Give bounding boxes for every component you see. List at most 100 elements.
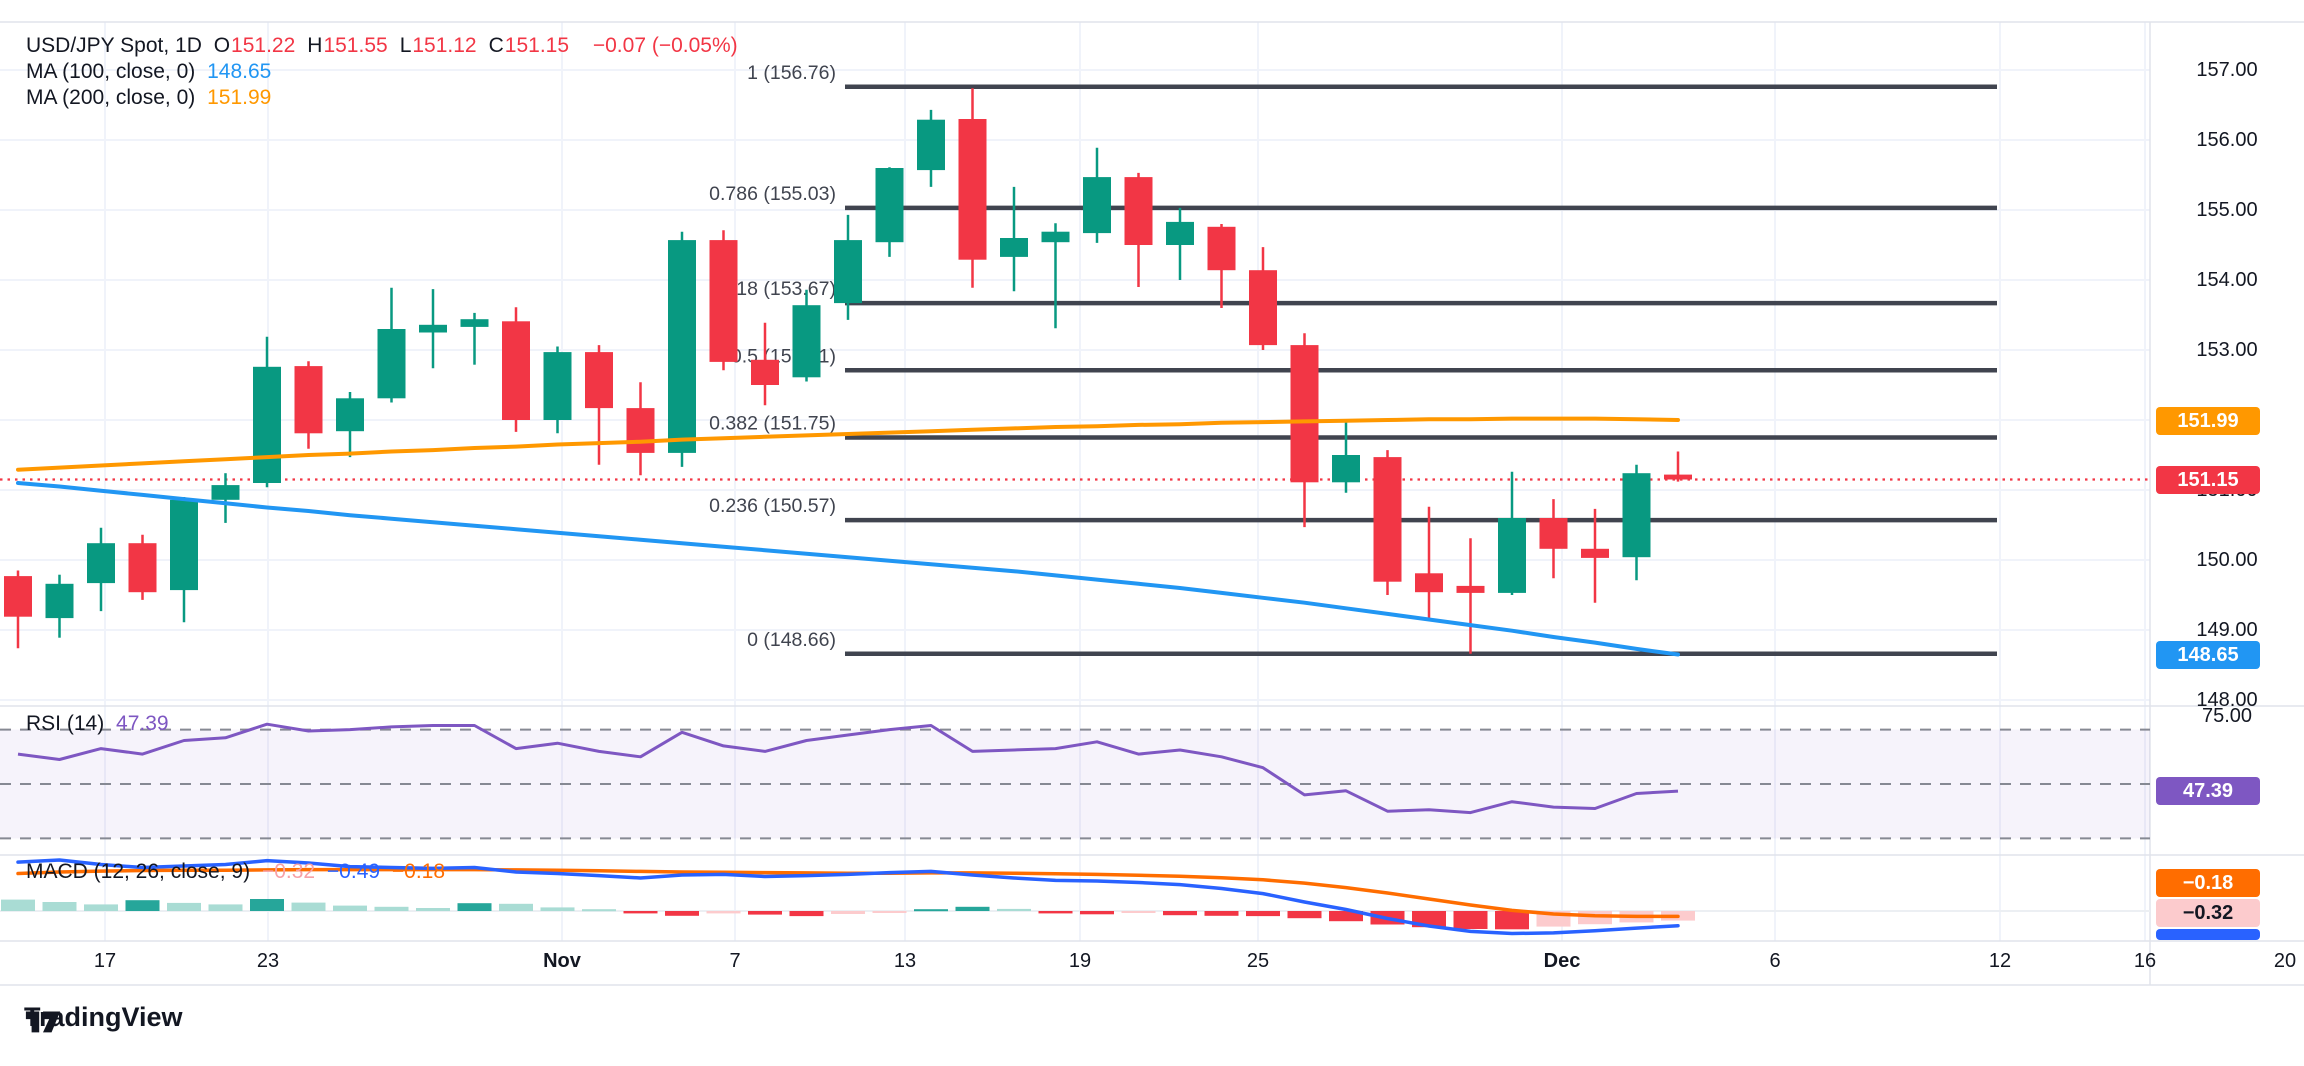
macd-hist-bar[interactable] (1, 899, 35, 911)
time-axis-label[interactable]: 7 (729, 950, 741, 972)
macd-legend[interactable]: MACD (12, 26, close, 9) −0.32 −0.49 −0.1… (26, 860, 451, 884)
candle[interactable] (585, 345, 613, 465)
candle[interactable] (1166, 207, 1194, 280)
candle[interactable] (460, 312, 489, 365)
macd-hist-bar[interactable] (457, 903, 492, 911)
macd-hist-bar[interactable] (1038, 911, 1073, 914)
candle[interactable] (4, 570, 32, 649)
time-axis-label[interactable]: 17 (93, 950, 117, 972)
candle[interactable] (1539, 499, 1568, 579)
macd-line[interactable] (16, 858, 1680, 936)
candle[interactable] (211, 473, 240, 523)
macd-hist-bar[interactable] (1246, 911, 1280, 917)
time-axis-label[interactable]: 20 (2273, 950, 2297, 972)
macd-hist-bar[interactable] (623, 911, 658, 914)
ma200-badge[interactable]: 151.99 (2156, 406, 2260, 435)
macd-hist-bar[interactable] (1495, 911, 1529, 930)
macd-hist-bar[interactable] (208, 904, 243, 911)
macd-hist-bar[interactable] (1204, 911, 1239, 916)
time-axis-label[interactable]: Dec (1543, 950, 1581, 972)
macd-hist-bar[interactable] (84, 904, 118, 911)
macd-hist-bar[interactable] (748, 911, 782, 915)
candle[interactable] (1000, 186, 1028, 292)
candle[interactable] (1456, 538, 1485, 654)
candle[interactable] (1207, 224, 1236, 308)
time-axis-label[interactable]: 16 (2133, 950, 2157, 972)
macd-hist-bar[interactable] (1080, 911, 1114, 915)
macd-hist-bar[interactable] (997, 908, 1031, 911)
candle[interactable] (1249, 247, 1277, 350)
time-axis-label[interactable]: 25 (1246, 950, 1270, 972)
candle[interactable] (1124, 172, 1153, 287)
candle[interactable] (128, 534, 157, 600)
rsi-badge[interactable]: 47.39 (2156, 777, 2260, 806)
candle[interactable] (1083, 147, 1111, 243)
time-axis-label[interactable]: 13 (893, 950, 917, 972)
candle[interactable] (1415, 506, 1443, 621)
candle[interactable] (875, 167, 904, 257)
macd-hist-bar[interactable] (914, 909, 948, 912)
candle[interactable] (1373, 450, 1402, 595)
macd-hist-bar[interactable] (167, 902, 201, 911)
candle[interactable] (543, 346, 572, 434)
ma200-line[interactable] (16, 416, 1680, 472)
macd-hist-bar[interactable] (789, 911, 824, 917)
candle[interactable] (45, 574, 74, 638)
macd-sliver-badge[interactable] (2156, 929, 2260, 940)
macd-hist-bar[interactable] (42, 902, 77, 911)
candle[interactable] (1664, 451, 1692, 482)
ma100-legend[interactable]: MA (100, close, 0) 148.65 (26, 60, 277, 84)
macd-hist-bar[interactable] (831, 911, 865, 914)
last-price-badge[interactable]: 151.15 (2156, 465, 2260, 494)
candle[interactable] (1332, 422, 1360, 493)
macd-hist-bar[interactable] (872, 911, 907, 913)
candle[interactable] (668, 231, 696, 467)
time-axis-label[interactable]: Nov (543, 950, 581, 972)
macd-hist-bar[interactable] (125, 900, 160, 911)
candle[interactable] (626, 382, 655, 476)
candle[interactable] (253, 336, 281, 488)
macd-hist-bar[interactable] (1287, 911, 1322, 919)
macd-hist-badge[interactable]: −0.32 (2156, 899, 2260, 927)
candle[interactable] (87, 527, 115, 612)
time-axis-label[interactable]: 23 (256, 950, 280, 972)
candle[interactable] (917, 109, 945, 187)
candle[interactable] (419, 289, 447, 369)
ma100-line[interactable] (16, 481, 1680, 657)
time-axis-label[interactable]: 12 (1988, 950, 2012, 972)
macd-hist-bar[interactable] (540, 907, 575, 911)
time-axis-label[interactable]: 19 (1068, 950, 1092, 972)
candle[interactable] (792, 289, 821, 382)
time-axis-label[interactable]: 6 (1769, 950, 1781, 972)
macd-hist-bar[interactable] (706, 911, 741, 914)
rsi-line[interactable] (17, 722, 1679, 815)
candle[interactable] (170, 497, 198, 623)
candle[interactable] (709, 230, 738, 371)
symbol-title[interactable]: USD/JPY Spot, 1D (26, 34, 202, 57)
candle[interactable] (294, 361, 323, 449)
candle[interactable] (1622, 464, 1651, 581)
macd-hist-bar[interactable] (665, 911, 699, 916)
macd-hist-bar[interactable] (250, 899, 284, 911)
macd-hist-bar[interactable] (1453, 911, 1488, 929)
ma100-badge[interactable]: 148.65 (2156, 640, 2260, 669)
tradingview-logo[interactable]: TradingView (24, 1002, 183, 1033)
candle[interactable] (1290, 333, 1319, 528)
candle[interactable] (958, 88, 987, 288)
macd-hist-bar[interactable] (499, 903, 533, 911)
candle[interactable] (751, 322, 779, 406)
macd-signal-badge[interactable]: −0.18 (2156, 869, 2260, 897)
macd-hist-bar[interactable] (1121, 911, 1156, 913)
macd-hist-bar[interactable] (291, 902, 326, 911)
candle[interactable] (336, 392, 364, 458)
candle[interactable] (1041, 223, 1070, 329)
ma200-legend[interactable]: MA (200, close, 0) 151.99 (26, 86, 277, 110)
macd-hist-bar[interactable] (582, 909, 616, 912)
macd-hist-bar[interactable] (1163, 911, 1197, 916)
macd-hist-bar[interactable] (374, 906, 409, 911)
macd-hist-bar[interactable] (1329, 911, 1363, 922)
macd-hist-bar[interactable] (416, 908, 450, 911)
candle[interactable] (377, 287, 406, 403)
candle[interactable] (1498, 471, 1526, 595)
